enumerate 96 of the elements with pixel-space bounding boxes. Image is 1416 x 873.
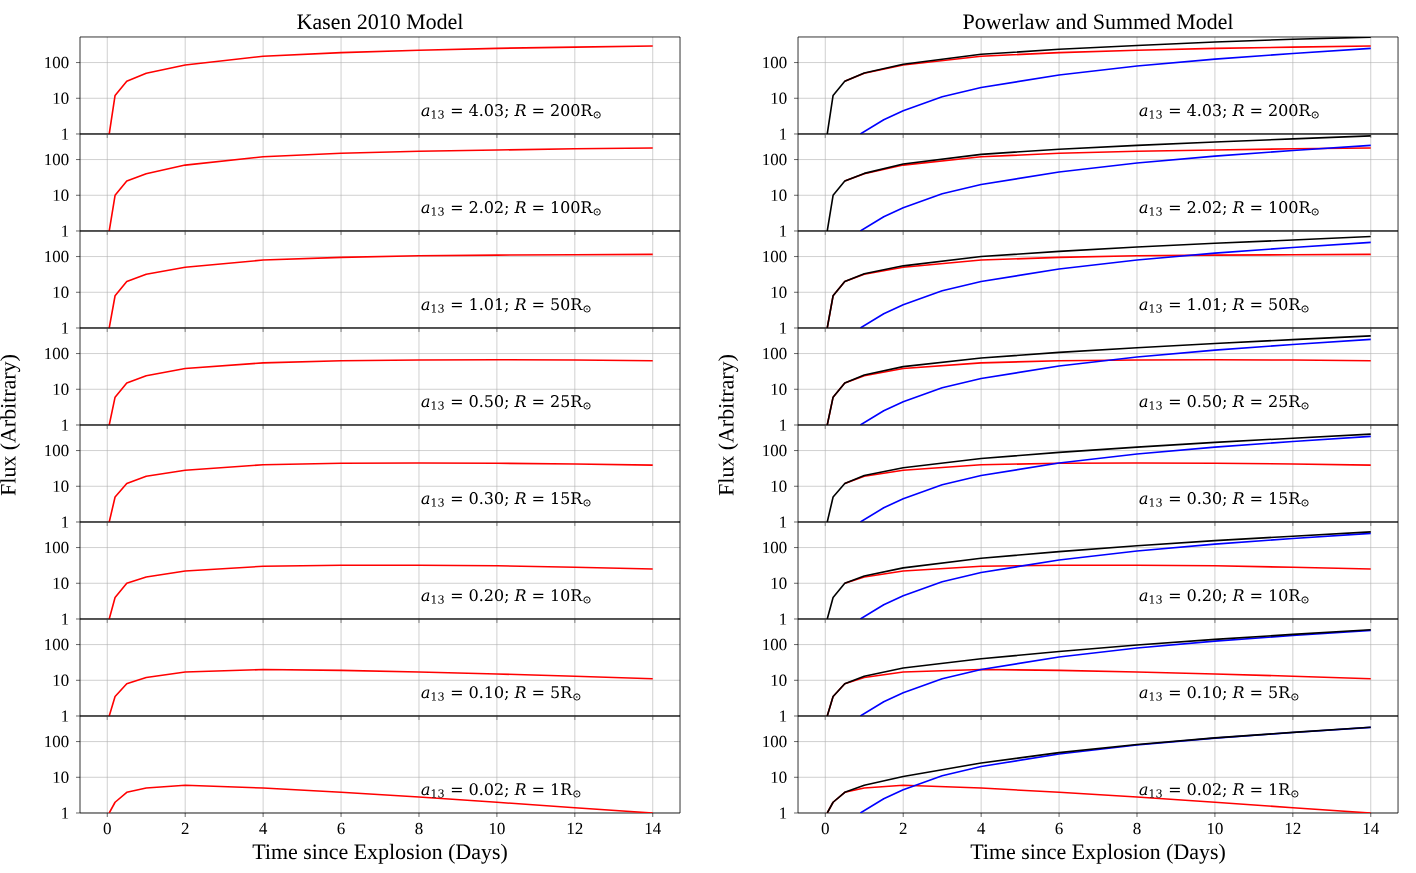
y-tick-label: 10 [771, 771, 787, 783]
x-tick-label: 8 [1133, 822, 1141, 835]
annotation: a$_{13}$ = 0.20; R = 10R$_{⊙}$ [421, 589, 591, 604]
y-tick-label: 100 [763, 56, 787, 69]
y-tick-label: 10 [771, 577, 787, 589]
annotation: a$_{13}$ = 0.30; R = 15R$_{⊙}$ [1139, 492, 1309, 507]
y-tick-label: 1 [780, 128, 787, 140]
y-tick-label: 1 [780, 419, 787, 431]
annotation: a$_{13}$ = 0.50; R = 25R$_{⊙}$ [421, 395, 591, 410]
y-axis-title: Flux (Arbitrary) [0, 355, 21, 496]
line-series [843, 564, 1372, 585]
annotation: a$_{13}$ = 0.30; R = 15R$_{⊙}$ [421, 492, 591, 507]
y-tick-label: 100 [45, 56, 69, 69]
line-series [108, 358, 654, 425]
y-tick-label: 1 [62, 322, 69, 334]
annotation: a$_{13}$ = 0.02; R = 1R$_{⊙}$ [421, 783, 581, 798]
y-tick-label: 1 [62, 807, 69, 819]
annotation: a$_{13}$ = 0.10; R = 5R$_{⊙}$ [1139, 686, 1299, 701]
x-tick-label: 2 [181, 822, 189, 835]
x-tick-label: 14 [1363, 822, 1379, 835]
annotation: a$_{13}$ = 1.01; R = 50R$_{⊙}$ [421, 298, 591, 313]
y-tick-label: 10 [53, 480, 69, 492]
y-tick-label: 100 [763, 638, 787, 651]
y-tick-label: 10 [53, 286, 69, 298]
annotation: a$_{13}$ = 4.03; R = 200R$_{⊙}$ [1139, 104, 1319, 119]
y-tick-label: 10 [53, 383, 69, 395]
annotation: a$_{13}$ = 2.02; R = 100R$_{⊙}$ [421, 201, 601, 216]
line-series [859, 47, 1372, 134]
annotation: a$_{13}$ = 0.02; R = 1R$_{⊙}$ [1139, 783, 1299, 798]
x-tick-label: 14 [645, 822, 661, 835]
y-tick-label: 100 [45, 735, 69, 748]
x-axis-title: Time since Explosion (Days) [252, 843, 507, 864]
x-tick-label: 0 [103, 822, 111, 835]
line-series [108, 668, 654, 716]
line-series [108, 253, 654, 328]
y-tick-label: 10 [53, 674, 69, 686]
y-tick-label: 1 [780, 516, 787, 528]
y-tick-label: 10 [771, 480, 787, 492]
annotation: a$_{13}$ = 0.50; R = 25R$_{⊙}$ [1139, 395, 1309, 410]
chart-title: Kasen 2010 Model [297, 13, 463, 30]
y-tick-label: 1 [62, 613, 69, 625]
line-series [108, 45, 654, 134]
line-series [108, 784, 654, 813]
y-tick-label: 1 [780, 613, 787, 625]
y-tick-label: 100 [45, 541, 69, 554]
x-tick-label: 6 [1055, 822, 1063, 835]
y-tick-label: 1 [780, 710, 787, 722]
x-tick-label: 4 [977, 822, 986, 834]
y-tick-label: 100 [763, 735, 787, 748]
x-tick-label: 6 [337, 822, 345, 835]
y-tick-label: 100 [763, 347, 787, 360]
y-tick-label: 1 [780, 225, 787, 237]
x-tick-label: 4 [259, 822, 268, 834]
line-series [108, 564, 654, 619]
y-tick-label: 100 [45, 638, 69, 651]
annotation: a$_{13}$ = 4.03; R = 200R$_{⊙}$ [421, 104, 601, 119]
y-tick-label: 1 [780, 322, 787, 334]
y-tick-label: 1 [62, 710, 69, 722]
annotation: a$_{13}$ = 2.02; R = 100R$_{⊙}$ [1139, 201, 1319, 216]
y-tick-label: 100 [45, 250, 69, 263]
y-tick-label: 10 [53, 92, 69, 104]
y-tick-label: 10 [771, 189, 787, 201]
y-tick-label: 1 [780, 807, 787, 819]
x-tick-label: 10 [1207, 822, 1223, 835]
y-tick-label: 100 [763, 153, 787, 166]
x-tick-label: 12 [1285, 822, 1301, 835]
y-tick-label: 10 [771, 383, 787, 395]
y-tick-label: 10 [771, 286, 787, 298]
y-tick-label: 1 [62, 225, 69, 237]
y-tick-label: 100 [763, 541, 787, 554]
y-tick-label: 100 [763, 444, 787, 457]
y-tick-label: 100 [763, 250, 787, 263]
annotation: a$_{13}$ = 1.01; R = 50R$_{⊙}$ [1139, 298, 1309, 313]
chart-title: Powerlaw and Summed Model [963, 13, 1234, 30]
x-tick-label: 2 [899, 822, 907, 835]
y-tick-label: 100 [45, 347, 69, 360]
x-tick-label: 12 [567, 822, 583, 835]
y-tick-label: 100 [45, 444, 69, 457]
x-tick-label: 8 [415, 822, 423, 835]
line-series [108, 462, 654, 522]
annotation: a$_{13}$ = 0.20; R = 10R$_{⊙}$ [1139, 589, 1309, 604]
y-axis-title: Flux (Arbitrary) [718, 355, 739, 496]
x-tick-label: 0 [821, 822, 829, 835]
y-tick-label: 10 [53, 577, 69, 589]
y-tick-label: 10 [53, 771, 69, 783]
x-tick-label: 10 [489, 822, 505, 835]
y-tick-label: 1 [62, 516, 69, 528]
y-tick-label: 1 [62, 419, 69, 431]
y-tick-label: 10 [53, 189, 69, 201]
line-series [108, 147, 654, 231]
y-tick-label: 10 [771, 92, 787, 104]
y-tick-label: 1 [62, 128, 69, 140]
x-axis-title: Time since Explosion (Days) [970, 843, 1225, 864]
annotation: a$_{13}$ = 0.10; R = 5R$_{⊙}$ [421, 686, 581, 701]
y-tick-label: 10 [771, 674, 787, 686]
y-tick-label: 100 [45, 153, 69, 166]
